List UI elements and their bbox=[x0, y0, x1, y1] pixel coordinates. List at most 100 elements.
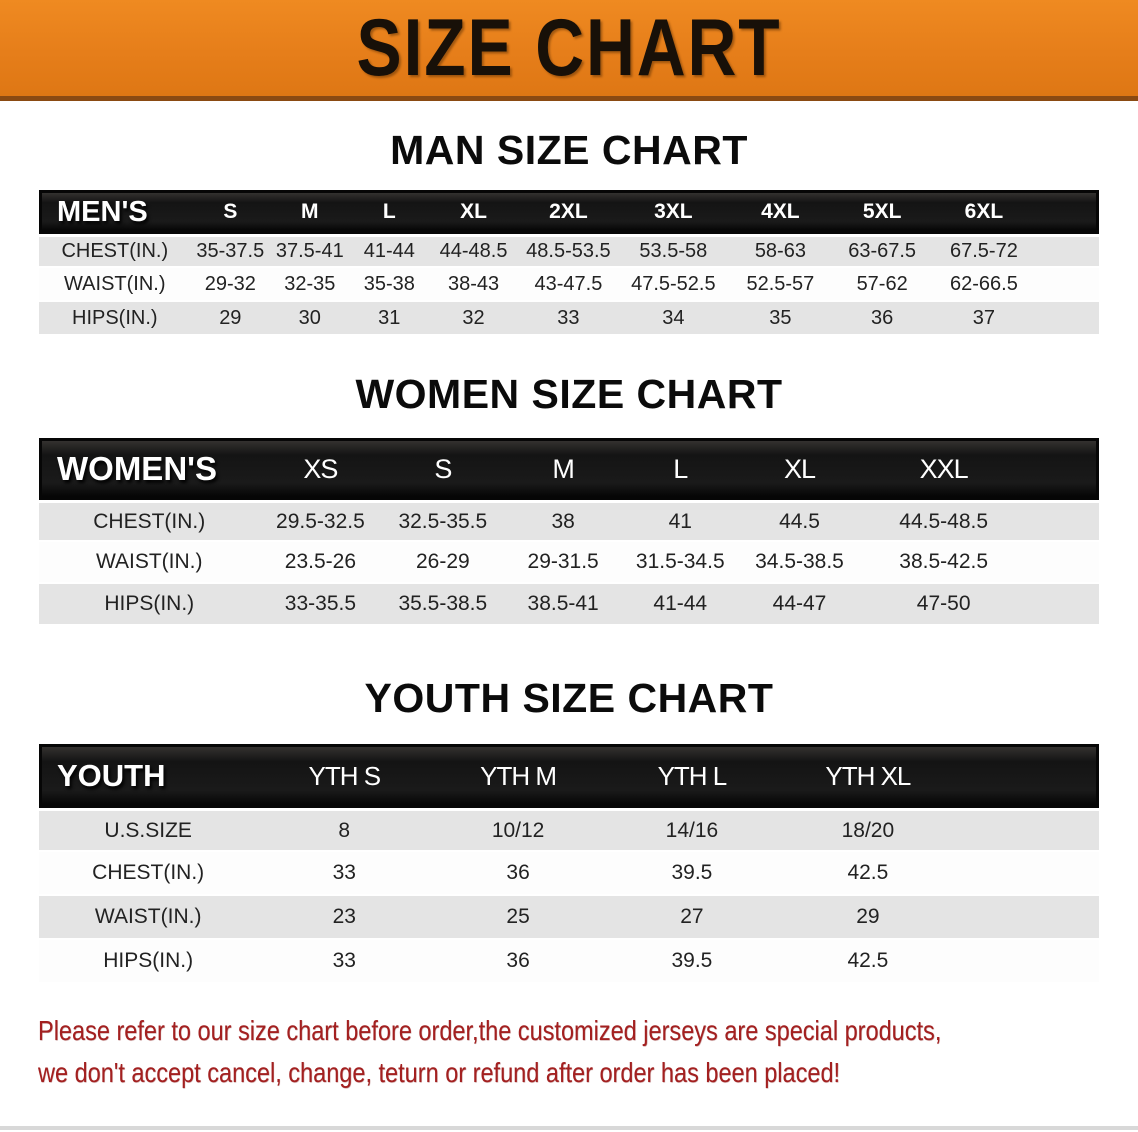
measurement-value: 41-44 bbox=[349, 234, 430, 269]
youth-section-heading: YOUTH SIZE CHART bbox=[364, 675, 774, 722]
youth-section: YOUTH SIZE CHART YOUTH YTH S YTH M YTH L YTH… bbox=[0, 675, 1138, 985]
measurement-row: WAIST(IN.) 23.5-26 26-29 29-31.5 31.5-34.5 34… bbox=[39, 542, 1099, 585]
measurement-value: 33 bbox=[257, 852, 432, 897]
measurement-row: HIPS(IN.) 33-35.5 35.5-38.5 38.5-41 41-44 44-… bbox=[39, 584, 1099, 627]
table-corner-label: WOMEN'S bbox=[39, 438, 260, 501]
measurement-value: 57-62 bbox=[832, 268, 932, 303]
size-column-header: XL bbox=[738, 438, 861, 501]
disclaimer-line-1: Please refer to our size chart before or… bbox=[38, 1015, 942, 1047]
measurement-value: 31.5-34.5 bbox=[621, 542, 739, 585]
mens-section: MAN SIZE CHART MEN'S S M L XL 2XL 3XL 4XL 5XL 6XL… bbox=[0, 127, 1138, 337]
measurement-row-label: U.S.SIZE bbox=[39, 808, 258, 853]
measurement-value: 42.5 bbox=[778, 852, 957, 897]
measurement-row-label: WAIST(IN.) bbox=[39, 542, 260, 585]
size-column-header: XS bbox=[259, 438, 382, 501]
size-table-header-row: WOMEN'S XS S M L XL XXL bbox=[39, 438, 1099, 501]
womens-section: WOMEN SIZE CHART WOMEN'S XS S M L XL XXL CHEST(… bbox=[0, 371, 1138, 627]
size-column-header: 2XL bbox=[518, 190, 619, 235]
measurement-row-label: CHEST(IN.) bbox=[39, 852, 258, 897]
spacer-cell bbox=[956, 896, 1099, 941]
measurement-value: 29-32 bbox=[190, 268, 271, 303]
mens-section-heading: MAN SIZE CHART bbox=[390, 127, 748, 173]
measurement-row-label: CHEST(IN.) bbox=[39, 500, 260, 543]
measurement-value: 33-35.5 bbox=[259, 584, 382, 627]
size-column-header: YTH L bbox=[605, 744, 779, 809]
measurement-value: 58-63 bbox=[727, 234, 833, 269]
size-column-header: XXL bbox=[860, 438, 1027, 501]
measurement-value: 37 bbox=[931, 302, 1037, 337]
measurement-value: 31 bbox=[349, 302, 430, 337]
measurement-row-label: HIPS(IN.) bbox=[39, 940, 258, 985]
spacer-cell bbox=[1026, 500, 1099, 543]
measurement-value: 29-31.5 bbox=[504, 542, 622, 585]
measurement-value: 44.5-48.5 bbox=[860, 500, 1027, 543]
size-column-header: 6XL bbox=[931, 190, 1037, 235]
measurement-row: CHEST(IN.) 29.5-32.5 32.5-35.5 38 41 44.5 44.5… bbox=[39, 500, 1099, 543]
bottom-divider bbox=[0, 1126, 1138, 1130]
measurement-value: 42.5 bbox=[778, 940, 957, 985]
measurement-row: HIPS(IN.) 29 30 31 32 33 34 35 36 37 bbox=[39, 302, 1099, 337]
measurement-value: 35-38 bbox=[349, 268, 430, 303]
spacer-cell bbox=[1026, 542, 1099, 585]
measurement-value: 26-29 bbox=[381, 542, 505, 585]
spacer-cell bbox=[1036, 234, 1099, 269]
measurement-value: 35.5-38.5 bbox=[381, 584, 505, 627]
measurement-value: 44-47 bbox=[738, 584, 861, 627]
size-column-header: M bbox=[504, 438, 622, 501]
measurement-value: 62-66.5 bbox=[931, 268, 1037, 303]
measurement-value: 32 bbox=[429, 302, 519, 337]
measurement-value: 38.5-42.5 bbox=[860, 542, 1027, 585]
size-column-header: M bbox=[270, 190, 350, 235]
size-column-header: S bbox=[190, 190, 271, 235]
spacer-cell bbox=[1026, 438, 1099, 501]
spacer-cell bbox=[1036, 268, 1099, 303]
measurement-value: 27 bbox=[605, 896, 779, 941]
measurement-value: 23.5-26 bbox=[259, 542, 382, 585]
measurement-value: 47.5-52.5 bbox=[618, 268, 728, 303]
spacer-cell bbox=[956, 808, 1099, 853]
measurement-row: WAIST(IN.) 29-32 32-35 35-38 38-43 43-47.5 47.… bbox=[39, 268, 1099, 303]
measurement-value: 48.5-53.5 bbox=[518, 234, 619, 269]
measurement-value: 29.5-32.5 bbox=[259, 500, 382, 543]
size-column-header: L bbox=[621, 438, 739, 501]
measurement-value: 63-67.5 bbox=[832, 234, 932, 269]
size-column-header: L bbox=[349, 190, 430, 235]
size-table-header-row: YOUTH YTH S YTH M YTH L YTH XL bbox=[39, 744, 1099, 809]
measurement-row-label: HIPS(IN.) bbox=[39, 584, 260, 627]
measurement-value: 32.5-35.5 bbox=[381, 500, 505, 543]
measurement-value: 23 bbox=[257, 896, 432, 941]
measurement-value: 43-47.5 bbox=[518, 268, 619, 303]
measurement-value: 33 bbox=[257, 940, 432, 985]
measurement-value: 38 bbox=[504, 500, 622, 543]
measurement-value: 39.5 bbox=[605, 852, 779, 897]
size-column-header: 3XL bbox=[618, 190, 728, 235]
womens-size-table: WOMEN'S XS S M L XL XXL CHEST(IN.) 29.5-32.5 32.5… bbox=[39, 438, 1099, 627]
measurement-value: 36 bbox=[431, 852, 606, 897]
spacer-cell bbox=[1036, 302, 1099, 337]
measurement-value: 47-50 bbox=[860, 584, 1027, 627]
measurement-row-label: HIPS(IN.) bbox=[39, 302, 191, 337]
disclaimer-line-2: we don't accept cancel, change, teturn o… bbox=[38, 1057, 841, 1089]
spacer-cell bbox=[956, 852, 1099, 897]
measurement-value: 18/20 bbox=[778, 808, 957, 853]
size-column-header: YTH XL bbox=[778, 744, 957, 809]
measurement-row: WAIST(IN.) 23 25 27 29 bbox=[39, 896, 1099, 941]
spacer-cell bbox=[956, 744, 1099, 809]
spacer-cell bbox=[1036, 190, 1099, 235]
measurement-value: 8 bbox=[257, 808, 432, 853]
measurement-value: 53.5-58 bbox=[618, 234, 728, 269]
size-column-header: 5XL bbox=[832, 190, 932, 235]
measurement-value: 14/16 bbox=[605, 808, 779, 853]
measurement-value: 35 bbox=[727, 302, 833, 337]
measurement-value: 33 bbox=[518, 302, 619, 337]
disclaimer: Please refer to our size chart before or… bbox=[38, 1010, 1138, 1094]
table-corner-label: YOUTH bbox=[39, 744, 258, 809]
womens-section-heading: WOMEN SIZE CHART bbox=[355, 371, 783, 418]
measurement-value: 41 bbox=[621, 500, 739, 543]
measurement-row: U.S.SIZE 8 10/12 14/16 18/20 bbox=[39, 808, 1099, 853]
size-column-header: XL bbox=[429, 190, 519, 235]
size-column-header: S bbox=[381, 438, 505, 501]
measurement-row: CHEST(IN.) 35-37.5 37.5-41 41-44 44-48.5 48.5… bbox=[39, 234, 1099, 269]
measurement-value: 35-37.5 bbox=[190, 234, 271, 269]
